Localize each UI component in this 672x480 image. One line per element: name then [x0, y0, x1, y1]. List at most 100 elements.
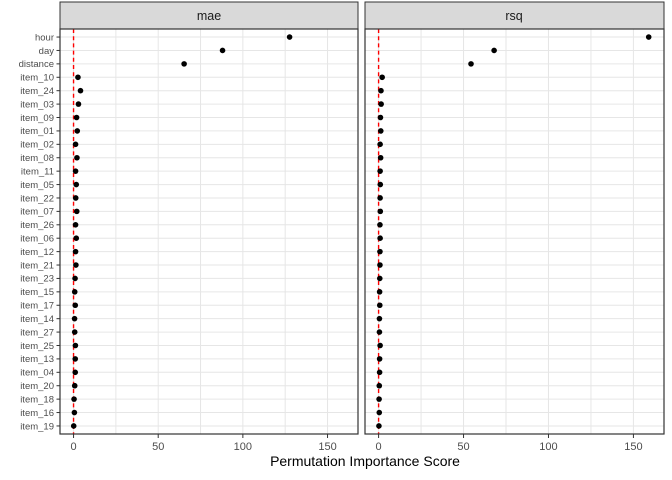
y-axis-label: item_03	[20, 99, 54, 110]
y-axis-label: day	[39, 46, 55, 57]
data-point	[72, 275, 78, 282]
data-point	[376, 315, 383, 322]
y-axis-label: item_27	[20, 327, 54, 338]
data-point	[377, 168, 383, 174]
y-axis-label: item_10	[20, 73, 54, 84]
y-axis-label: item_21	[20, 260, 54, 271]
data-point	[71, 409, 78, 416]
data-point	[73, 262, 79, 268]
y-axis-label: distance	[19, 59, 54, 70]
data-point	[72, 195, 79, 201]
x-tick-label: 0	[376, 441, 382, 453]
data-point	[71, 329, 78, 335]
data-point	[77, 87, 84, 94]
data-point	[73, 208, 80, 215]
panel-border	[59, 28, 359, 435]
data-point	[377, 248, 383, 255]
data-point	[72, 221, 79, 228]
data-point	[377, 141, 383, 148]
data-point	[73, 181, 80, 188]
data-point	[72, 141, 79, 148]
data-point	[376, 329, 383, 335]
data-point	[376, 275, 383, 282]
x-tick-label: 50	[457, 441, 469, 453]
data-point	[72, 168, 79, 174]
y-axis-label: item_16	[20, 408, 54, 419]
data-point	[71, 315, 78, 322]
data-point	[72, 356, 79, 362]
y-axis-label: item_07	[20, 207, 54, 218]
data-point	[379, 74, 385, 81]
x-axis-title: Permutation Importance Score	[270, 453, 460, 469]
y-axis-label: item_19	[20, 421, 54, 432]
data-point	[377, 128, 384, 134]
data-point	[377, 221, 383, 228]
data-point	[645, 34, 652, 40]
y-axis-label: item_24	[20, 86, 54, 97]
data-point	[376, 289, 383, 295]
y-axis-label: item_17	[20, 301, 54, 312]
data-point	[74, 154, 80, 161]
facet-strips: mae rsq	[59, 1, 665, 30]
data-point	[74, 128, 81, 134]
data-point	[71, 289, 78, 295]
data-point	[377, 195, 383, 201]
y-axis-label: item_12	[20, 247, 54, 258]
data-point	[376, 356, 383, 362]
y-axis-label: item_15	[20, 287, 54, 298]
data-point	[376, 302, 383, 309]
facet-strip-label-rsq: rsq	[505, 9, 522, 23]
data-point	[71, 382, 78, 389]
y-axis-label: item_26	[20, 220, 54, 231]
data-point	[72, 342, 79, 349]
data-point	[491, 47, 497, 54]
x-tick-label: 0	[70, 441, 76, 453]
data-point	[72, 369, 79, 376]
y-axis-label: item_01	[20, 126, 54, 137]
data-point	[376, 369, 383, 376]
data-point	[286, 34, 293, 40]
y-axis-label: item_20	[20, 381, 54, 392]
y-axis-label: item_04	[20, 368, 54, 379]
x-tick-label: 100	[539, 441, 557, 453]
data-point	[378, 87, 384, 94]
panel-border	[364, 28, 665, 435]
data-point	[73, 235, 80, 242]
facet-strip-label-mae: mae	[197, 9, 221, 23]
y-axis-label: item_05	[20, 180, 54, 191]
data-point	[377, 262, 383, 268]
data-point	[75, 101, 82, 107]
x-tick-label: 150	[624, 441, 642, 453]
data-point	[376, 409, 383, 416]
data-point	[181, 61, 187, 67]
data-point	[73, 114, 80, 121]
x-tick-label: 100	[234, 441, 252, 453]
data-point	[376, 396, 382, 402]
data-point	[377, 342, 383, 349]
data-point	[377, 181, 384, 188]
data-point	[377, 154, 384, 161]
data-point	[377, 235, 383, 242]
x-tick-label: 50	[152, 441, 164, 453]
y-axis-label: item_25	[20, 341, 54, 352]
data-point	[468, 61, 474, 67]
facet-strip-mae	[59, 1, 359, 30]
data-point	[378, 101, 384, 107]
y-axis-label: item_23	[20, 274, 54, 285]
y-axis-label: item_09	[20, 113, 54, 124]
data-point	[72, 302, 79, 309]
y-axis-label: item_14	[20, 314, 54, 325]
data-point	[376, 423, 382, 429]
y-axis-label: item_13	[20, 354, 54, 365]
data-point	[75, 74, 81, 81]
y-axis-label: item_11	[21, 166, 54, 177]
y-axis-label: item_02	[20, 140, 54, 151]
y-axis-label: hour	[35, 32, 54, 43]
y-axis-label: item_08	[20, 153, 54, 164]
data-point	[219, 47, 226, 54]
data-point	[376, 382, 383, 389]
data-point	[70, 423, 77, 429]
y-axis-label: item_22	[20, 193, 54, 204]
